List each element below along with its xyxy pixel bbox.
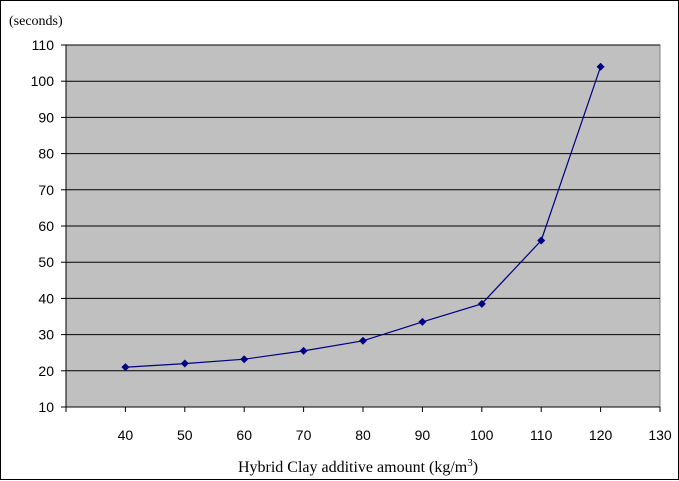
- data-point-70: [299, 346, 308, 355]
- x-tick-label-80: 80: [355, 427, 371, 443]
- x-tick-label-120: 120: [589, 427, 613, 443]
- x-tick-label-90: 90: [415, 427, 431, 443]
- x-tick-label-100: 100: [470, 427, 494, 443]
- y-tick-label-30: 30: [38, 327, 54, 343]
- y-tick-label-100: 100: [31, 73, 55, 89]
- y-tick-label-70: 70: [38, 182, 54, 198]
- x-tick-label-40: 40: [118, 427, 134, 443]
- y-axis-unit-label: (seconds): [9, 14, 63, 29]
- y-tick-label-20: 20: [38, 363, 54, 379]
- x-tick-label-110: 110: [530, 427, 553, 443]
- data-point-50: [180, 359, 189, 368]
- x-axis-label-prefix: Hybrid Clay additive amount (kg/m: [238, 459, 468, 476]
- y-tick-label-50: 50: [38, 254, 54, 270]
- x-axis-label: Hybrid Clay additive amount (kg/m3): [238, 457, 478, 476]
- axes: [61, 44, 661, 412]
- y-tick-label-80: 80: [38, 146, 54, 162]
- y-tick-label-110: 110: [32, 37, 55, 53]
- data-series: [121, 62, 605, 372]
- data-point-60: [240, 355, 249, 364]
- x-tick-label-70: 70: [296, 427, 312, 443]
- y-tick-label-40: 40: [38, 290, 54, 306]
- data-point-80: [359, 336, 367, 345]
- x-axis-label-suffix: ): [473, 459, 478, 476]
- gridlines: [66, 44, 660, 372]
- y-tick-label-10: 10: [38, 399, 54, 415]
- y-tick-label-60: 60: [38, 218, 54, 234]
- x-tick-label-60: 60: [236, 427, 252, 443]
- x-tick-label-130: 130: [648, 427, 672, 443]
- y-tick-label-90: 90: [38, 109, 54, 125]
- data-point-100: [477, 299, 486, 308]
- data-point-120: [596, 62, 605, 71]
- tick-labels: 10 20 30 40 50 60 70 80 90 100 110 40 50 60 70 80 90 100 1…: [31, 37, 672, 443]
- data-point-90: [418, 317, 427, 326]
- x-axis-label-superscript: 3: [467, 457, 473, 469]
- x-tick-label-50: 50: [177, 427, 193, 443]
- data-point-40: [121, 363, 130, 372]
- data-point-110: [537, 236, 546, 245]
